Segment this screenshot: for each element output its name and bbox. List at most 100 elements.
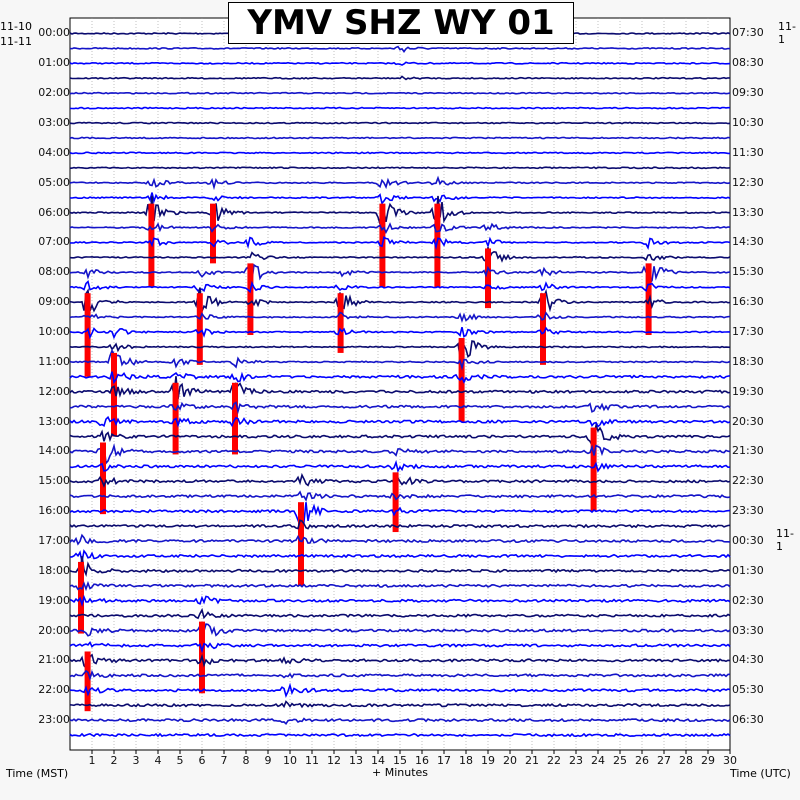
seismic-trace — [69, 623, 731, 637]
seismic-trace — [69, 222, 731, 235]
clipped-signal — [392, 472, 399, 533]
left-time-label: 07:00 — [38, 235, 70, 249]
clipped-signal — [590, 427, 597, 512]
seismic-trace — [69, 280, 731, 294]
clipped-signal — [458, 337, 465, 422]
seismic-trace — [69, 247, 731, 263]
right-time-label: 20:30 — [732, 414, 764, 428]
right-time-label: 03:30 — [732, 623, 764, 637]
seismic-trace — [69, 717, 731, 726]
seismic-trace — [69, 376, 731, 400]
right-time-label: 15:30 — [732, 265, 764, 279]
seismic-trace — [69, 502, 731, 525]
left-time-label: 10:00 — [38, 325, 70, 339]
left-time-label: 11:00 — [38, 354, 70, 368]
x-tick-label: 11 — [305, 754, 319, 767]
right-time-label: 05:30 — [732, 683, 764, 697]
left-time-label: 16:00 — [38, 504, 70, 518]
seismic-trace — [69, 653, 731, 675]
x-tick-label: 9 — [265, 754, 272, 767]
right-axis-label: Time (UTC) — [730, 767, 791, 780]
seismic-trace — [69, 401, 731, 415]
seismic-trace — [69, 287, 731, 313]
left-time-label: 18:00 — [38, 563, 70, 577]
left-time-label: 03:00 — [38, 116, 70, 130]
seismic-trace — [69, 121, 731, 125]
right-time-label: 04:30 — [732, 653, 764, 667]
seismic-trace — [69, 580, 731, 592]
x-tick-label: 24 — [591, 754, 605, 767]
right-date-end: 11-1 — [776, 527, 794, 553]
clipped-signal — [84, 293, 91, 377]
clipped-signal — [485, 248, 491, 309]
right-time-label: 16:30 — [732, 295, 764, 309]
left-time-label: 02:00 — [38, 86, 70, 100]
seismic-trace — [69, 732, 731, 738]
right-time-label: 18:30 — [732, 354, 764, 368]
seismic-trace — [69, 195, 731, 227]
x-tick-label: 7 — [221, 754, 228, 767]
seismic-trace — [69, 472, 731, 488]
clipped-signal — [84, 651, 91, 712]
x-tick-label: 27 — [657, 754, 671, 767]
left-time-label: 01:00 — [38, 56, 70, 70]
seismic-trace — [69, 700, 731, 709]
left-date-start: 11-10 — [0, 20, 32, 33]
seismic-trace — [69, 556, 731, 578]
left-time-label: 19:00 — [38, 593, 70, 607]
seismic-trace — [69, 423, 731, 448]
seismic-trace — [69, 263, 731, 286]
right-time-label: 23:30 — [732, 504, 764, 518]
x-tick-label: 28 — [679, 754, 693, 767]
clipped-signal — [337, 293, 344, 353]
x-axis-label: + Minutes — [372, 766, 429, 779]
x-tick-label: 29 — [701, 754, 715, 767]
seismic-trace — [69, 348, 731, 371]
seismic-trace — [69, 192, 731, 206]
left-time-label: 17:00 — [38, 534, 70, 547]
x-tick-label: 25 — [613, 754, 627, 767]
left-time-label: 14:00 — [38, 444, 70, 458]
seismic-trace — [69, 75, 731, 81]
seismic-trace — [69, 61, 731, 66]
x-tick-label: 3 — [133, 754, 140, 767]
right-date-start: 11-1 — [778, 20, 796, 46]
seismic-trace — [69, 641, 731, 654]
x-tick-label: 4 — [155, 754, 162, 767]
seismic-trace — [69, 607, 731, 620]
clipped-signal — [210, 203, 216, 264]
x-tick-label: 14 — [371, 754, 385, 767]
seismic-trace — [69, 459, 731, 474]
x-tick-label: 8 — [243, 754, 250, 767]
seismic-trace — [69, 151, 730, 155]
left-time-label: 15:00 — [38, 474, 70, 488]
x-tick-label: 10 — [283, 754, 297, 767]
left-time-label: 23:00 — [38, 713, 70, 727]
right-time-label: 19:30 — [732, 384, 764, 398]
seismic-trace — [69, 45, 731, 53]
right-time-label: 12:30 — [732, 175, 764, 189]
chart-title: YMV SHZ WY 01 — [228, 2, 574, 44]
left-time-label: 06:00 — [38, 205, 70, 219]
seismic-trace — [69, 340, 731, 359]
left-time-label: 21:00 — [38, 653, 70, 667]
left-time-label: 22:00 — [38, 683, 70, 697]
clipped-signal — [111, 352, 117, 437]
seismic-trace — [69, 594, 731, 608]
seismic-trace — [69, 175, 731, 191]
right-time-label: 06:30 — [732, 713, 764, 727]
x-tick-label: 21 — [525, 754, 539, 767]
right-time-label: 02:30 — [732, 593, 764, 607]
right-time-label: 00:30 — [732, 534, 764, 547]
x-tick-label: 5 — [177, 754, 184, 767]
clipped-signal — [78, 561, 84, 634]
seismic-trace — [69, 490, 731, 502]
clipped-signal — [540, 293, 546, 365]
seismic-trace — [69, 166, 731, 170]
clipped-signal — [247, 263, 254, 336]
clipped-signal — [100, 442, 106, 515]
seismic-trace — [69, 533, 731, 546]
clipped-signal — [298, 502, 304, 586]
left-time-label: 00:00 — [38, 26, 70, 40]
